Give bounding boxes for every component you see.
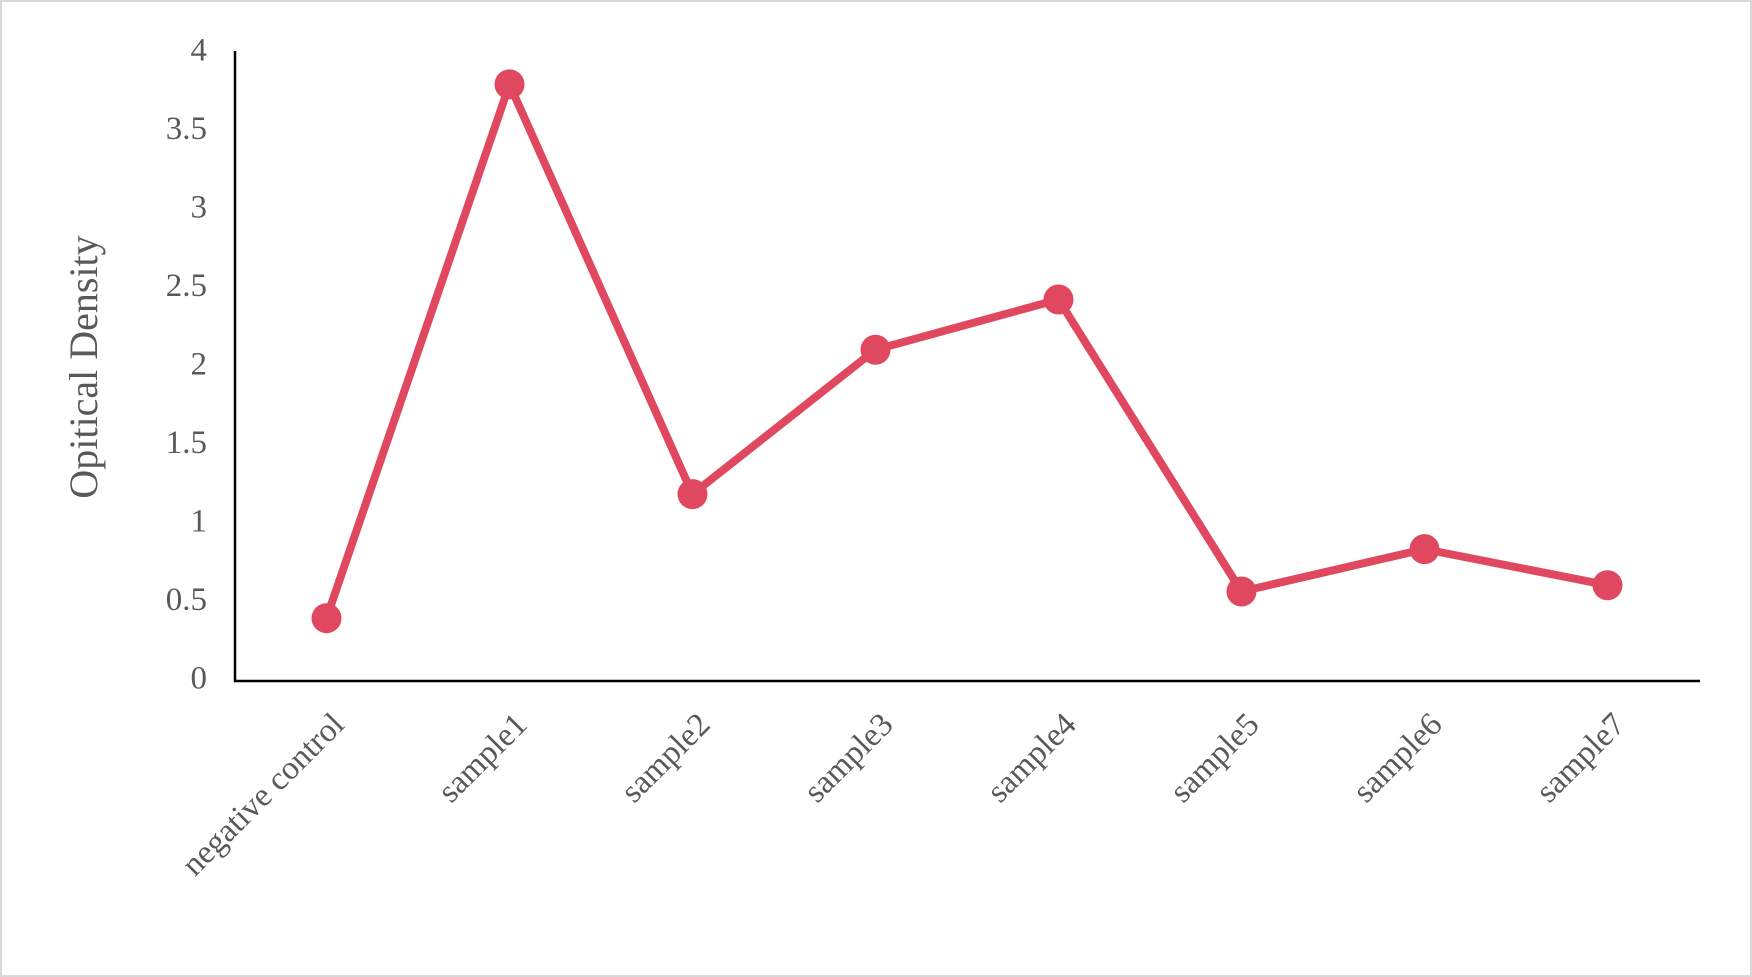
y-tick-label: 2 xyxy=(191,347,208,383)
y-tick-label: 4 xyxy=(191,33,208,69)
data-point xyxy=(1592,570,1623,601)
y-tick-label: 3.5 xyxy=(166,111,207,147)
data-point xyxy=(1043,284,1074,315)
data-point xyxy=(311,603,342,634)
y-tick-label: 0 xyxy=(191,661,208,697)
y-tick-label: 0.5 xyxy=(166,582,207,618)
data-line xyxy=(322,80,1609,620)
y-tick-label: 2.5 xyxy=(166,268,207,304)
data-point xyxy=(1226,576,1257,607)
y-axis-label: Opitical Density xyxy=(61,235,106,498)
y-tick-label: 1.5 xyxy=(166,425,207,461)
data-point xyxy=(1409,534,1440,565)
y-tick-label: 1 xyxy=(191,504,208,540)
data-point xyxy=(494,69,525,100)
data-point xyxy=(860,334,891,365)
y-tick-label: 3 xyxy=(191,190,208,226)
data-point xyxy=(677,479,708,510)
